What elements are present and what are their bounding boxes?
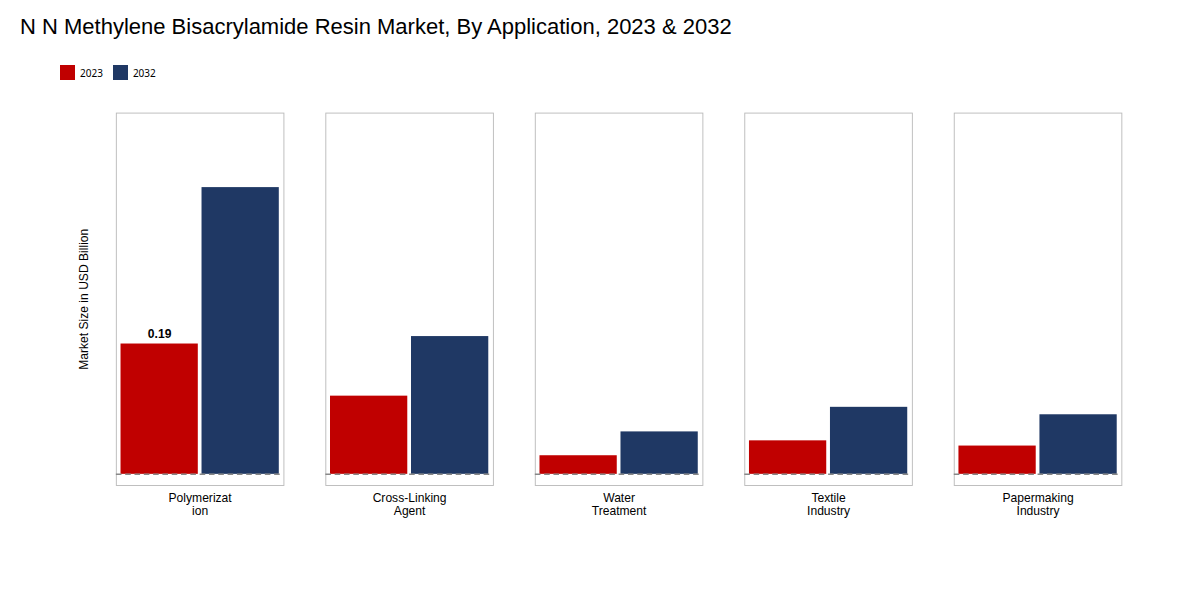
svg-text:Cross-LinkingAgent: Cross-LinkingAgent	[373, 491, 447, 517]
html-text:N N Methylene Bisacrylamide Re: N N Methylene Bisacrylamide Resin Market…	[20, 14, 732, 39]
html-text:2023: 2023	[80, 65, 103, 80]
svg-text:TextileIndustry: TextileIndustry	[807, 491, 851, 517]
svg-text:Polymerization: Polymerization	[169, 491, 233, 517]
svg-text:PapermakingIndustry: PapermakingIndustry	[1002, 491, 1073, 517]
svg-text:0.19: 0.19	[148, 327, 172, 341]
svg-text:WaterTreatment: WaterTreatment	[592, 491, 647, 517]
html-text:2032: 2032	[132, 65, 156, 80]
svg-text:Market Size in USD Billion: Market Size in USD Billion	[77, 229, 91, 370]
